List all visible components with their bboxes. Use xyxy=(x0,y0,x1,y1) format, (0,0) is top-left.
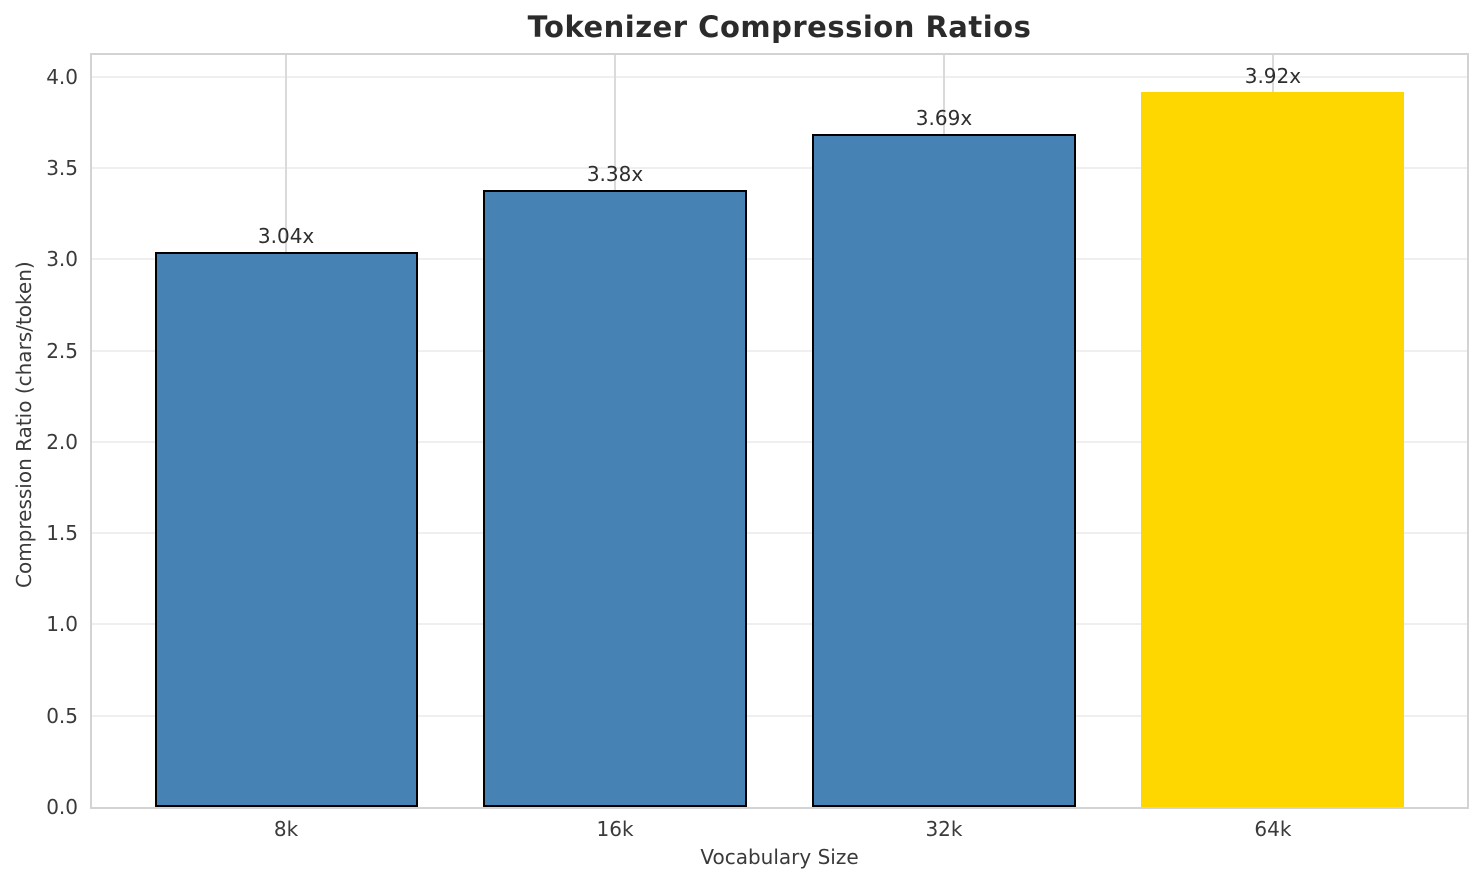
x-axis-label: Vocabulary Size xyxy=(700,845,859,869)
chart-title: Tokenizer Compression Ratios xyxy=(527,10,1032,44)
bar-value-label-16k: 3.38x xyxy=(586,162,644,187)
y-tick-label-0.5: 0.5 xyxy=(46,703,78,728)
gridline-h-0.5 xyxy=(92,714,1467,717)
y-tick-label-0.0: 0.0 xyxy=(46,795,78,819)
y-tick-label-2.5: 2.5 xyxy=(46,338,78,363)
bar-16k xyxy=(483,190,747,807)
gridline-h-4.0 xyxy=(92,75,1467,78)
x-tick-label-16k: 16k xyxy=(596,817,634,841)
y-tick-label-3.5: 3.5 xyxy=(46,156,78,181)
gridline-h-2.0 xyxy=(92,440,1467,443)
gridline-h-1.5 xyxy=(92,532,1467,535)
gridline-h-1.0 xyxy=(92,623,1467,626)
y-tick-label-1.5: 1.5 xyxy=(46,521,78,546)
gridline-h-3.0 xyxy=(92,258,1467,261)
bar-value-label-64k: 3.92x xyxy=(1244,63,1302,88)
bar-32k xyxy=(812,133,1076,807)
gridline-h-2.5 xyxy=(92,349,1467,352)
bar-8k xyxy=(154,252,418,807)
y-tick-label-3.0: 3.0 xyxy=(46,247,78,272)
x-tick-label-64k: 64k xyxy=(1254,817,1292,841)
gridline-h-3.5 xyxy=(92,167,1467,170)
bar-64k xyxy=(1141,91,1405,807)
y-tick-label-1.0: 1.0 xyxy=(46,612,78,637)
y-tick-label-2.0: 2.0 xyxy=(46,429,78,454)
x-tick-label-32k: 32k xyxy=(925,817,963,841)
bar-value-label-32k: 3.69x xyxy=(915,105,973,130)
plot-area: 3.04x 3.38x 3.69x 3.92x xyxy=(90,53,1469,809)
y-tick-label-4.0: 4.0 xyxy=(46,64,78,89)
bar-value-label-8k: 3.04x xyxy=(257,224,315,249)
x-tick-label-8k: 8k xyxy=(273,817,299,841)
